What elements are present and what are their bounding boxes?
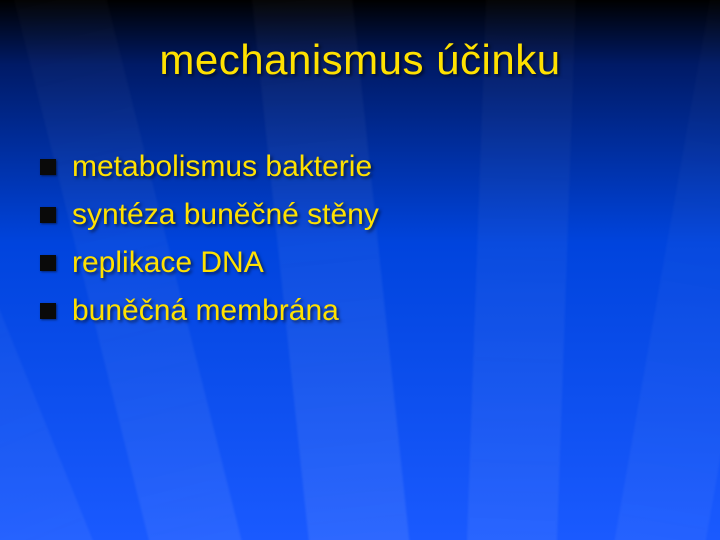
slide-title: mechanismus účinku [0, 36, 720, 84]
bullet-text: metabolismus bakterie [72, 150, 372, 184]
list-item: metabolismus bakterie [40, 150, 680, 184]
list-item: replikace DNA [40, 246, 680, 280]
bullet-text: replikace DNA [72, 246, 264, 280]
list-item: syntéza buněčné stěny [40, 198, 680, 232]
slide: mechanismus účinku metabolismus bakterie… [0, 0, 720, 540]
bullet-text: syntéza buněčné stěny [72, 198, 379, 232]
bullet-text: buněčná membrána [72, 294, 339, 328]
bullet-marker-icon [40, 159, 56, 175]
bullet-marker-icon [40, 303, 56, 319]
bullet-marker-icon [40, 255, 56, 271]
list-item: buněčná membrána [40, 294, 680, 328]
bullet-marker-icon [40, 207, 56, 223]
bullet-list: metabolismus bakterie syntéza buněčné st… [40, 150, 680, 342]
